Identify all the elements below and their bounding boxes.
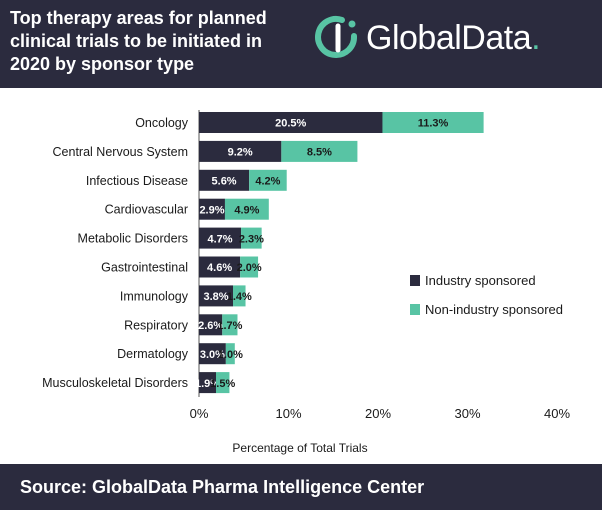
non-industry-value-label: 1.0% xyxy=(218,349,243,361)
industry-value-label: 3.0% xyxy=(200,349,225,361)
non-industry-value-label: 1.4% xyxy=(227,291,252,303)
industry-value-label: 1.9% xyxy=(195,378,220,390)
industry-bar xyxy=(199,314,223,336)
logo-text: GlobalData xyxy=(366,19,532,57)
logo-dot: . xyxy=(531,19,541,57)
x-tick-label: 0% xyxy=(190,406,209,421)
non-industry-value-label: 2.0% xyxy=(237,262,262,274)
category-label: Metabolic Disorders xyxy=(78,232,188,246)
category-label: Immunology xyxy=(120,289,189,303)
chart-svg: Oncology 20.5% 11.3% Central Nervous System… xyxy=(42,110,570,455)
legend-label-industry: Industry sponsored xyxy=(425,273,536,288)
legend-label-non-industry: Non-industry sponsored xyxy=(425,302,563,317)
footer-banner: Source: GlobalData Pharma Intelligence C… xyxy=(0,464,602,510)
category-label: Gastrointestinal xyxy=(101,261,188,275)
industry-bar xyxy=(199,112,383,133)
industry-value-label: 3.8% xyxy=(203,291,228,303)
header-banner: Top therapy areas for planned clinical t… xyxy=(0,0,602,88)
non-industry-bar xyxy=(382,112,484,133)
globaldata-logo: GlobalData. xyxy=(312,12,592,64)
logo-wordmark: GlobalData. xyxy=(366,18,541,58)
category-label: Cardiovascular xyxy=(105,203,188,217)
non-industry-bar xyxy=(225,343,235,365)
legend-swatch-industry xyxy=(410,275,420,286)
title-line-2: clinical trials to be initiated in xyxy=(10,31,263,51)
industry-bar xyxy=(199,285,234,307)
non-industry-bar xyxy=(233,285,246,307)
non-industry-bar xyxy=(222,314,238,336)
globaldata-logo-icon xyxy=(315,16,358,58)
x-tick-label: 10% xyxy=(275,406,301,421)
industry-bar xyxy=(199,227,242,249)
x-tick-label: 20% xyxy=(365,406,391,421)
legend-swatch-non-industry xyxy=(410,304,420,315)
non-industry-bar xyxy=(224,198,269,220)
title-line-3: 2020 by sponsor type xyxy=(10,54,195,74)
non-industry-value-label: 4.9% xyxy=(234,204,259,216)
category-label: Oncology xyxy=(135,116,189,130)
industry-bar xyxy=(199,198,225,220)
title-line-1: Top therapy areas for planned xyxy=(10,8,267,28)
industry-bar xyxy=(199,256,241,278)
x-tick-label: 30% xyxy=(454,406,480,421)
category-label: Respiratory xyxy=(124,318,189,332)
category-label: Dermatology xyxy=(117,347,189,361)
industry-bar xyxy=(199,343,226,365)
x-tick-label: 40% xyxy=(544,406,570,421)
industry-value-label: 2.6% xyxy=(198,320,223,332)
non-industry-bar xyxy=(216,372,230,394)
chart-title: Top therapy areas for planned clinical t… xyxy=(10,7,310,76)
industry-value-label: 2.9% xyxy=(199,204,224,216)
industry-value-label: 5.6% xyxy=(212,176,237,188)
category-label: Infectious Disease xyxy=(86,174,188,188)
industry-value-label: 9.2% xyxy=(228,147,253,159)
non-industry-value-label: 4.2% xyxy=(255,176,280,188)
non-industry-value-label: 1.7% xyxy=(217,320,242,332)
non-industry-bar xyxy=(240,256,259,278)
non-industry-value-label: 8.5% xyxy=(307,147,332,159)
non-industry-value-label: 1.5% xyxy=(210,378,235,390)
source-text: Source: GlobalData Pharma Intelligence C… xyxy=(20,477,425,497)
x-axis-title: Percentage of Total Trials xyxy=(232,441,367,455)
industry-value-label: 4.6% xyxy=(207,262,232,274)
stacked-bar-chart: Oncology 20.5% 11.3% Central Nervous System… xyxy=(0,88,602,464)
category-label: Central Nervous System xyxy=(53,145,188,159)
non-industry-bar xyxy=(241,227,262,249)
category-label: Musculoskeletal Disorders xyxy=(42,376,188,390)
industry-value-label: 20.5% xyxy=(275,118,306,130)
industry-bar xyxy=(199,372,217,394)
industry-bar xyxy=(199,140,282,162)
industry-bar xyxy=(199,169,250,191)
non-industry-value-label: 2.3% xyxy=(239,233,264,245)
non-industry-value-label: 11.3% xyxy=(418,118,449,130)
non-industry-bar xyxy=(249,169,287,191)
industry-value-label: 4.7% xyxy=(207,233,232,245)
non-industry-bar xyxy=(281,140,358,162)
